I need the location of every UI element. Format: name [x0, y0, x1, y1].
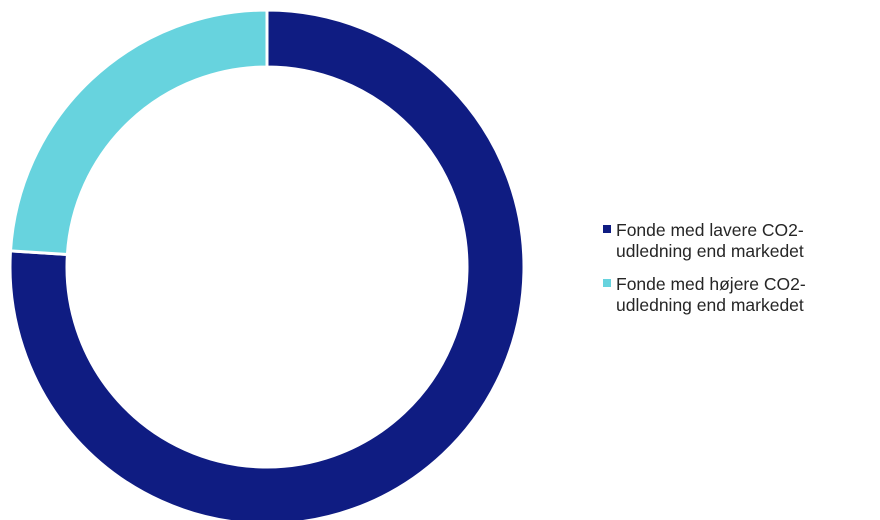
- donut-slices: [8, 8, 526, 520]
- legend-label-higher-co2-line1: Fonde med højere CO2-: [616, 274, 806, 294]
- legend-swatch-lower-co2: [603, 225, 611, 233]
- legend-label-lower-co2-line1: Fonde med lavere CO2-: [616, 220, 804, 240]
- donut-slice-higher-co2: [8, 8, 269, 257]
- legend-label-lower-co2: Fonde med lavere CO2- udledning end mark…: [616, 220, 804, 262]
- legend-item-lower-co2: Fonde med lavere CO2- udledning end mark…: [603, 220, 873, 262]
- legend-label-higher-co2: Fonde med højere CO2- udledning end mark…: [616, 274, 806, 316]
- legend-label-lower-co2-line2: udledning end markedet: [616, 241, 804, 261]
- legend: Fonde med lavere CO2- udledning end mark…: [603, 220, 873, 328]
- legend-item-higher-co2: Fonde med højere CO2- udledning end mark…: [603, 274, 873, 316]
- legend-swatch-higher-co2: [603, 279, 611, 287]
- donut-slice-lower-co2: [8, 8, 526, 520]
- legend-label-higher-co2-line2: udledning end markedet: [616, 295, 804, 315]
